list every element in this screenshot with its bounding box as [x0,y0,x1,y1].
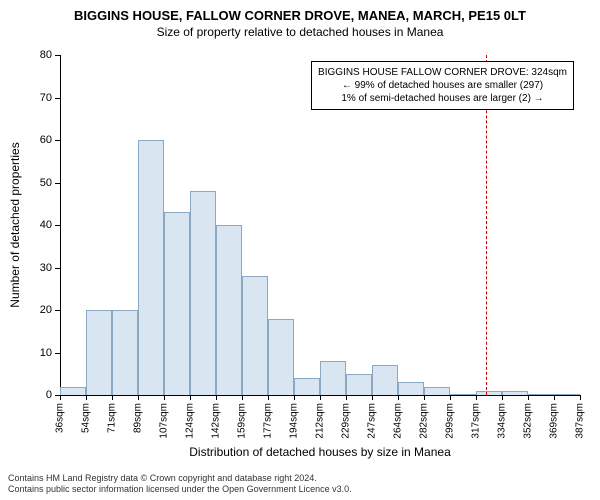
x-tick-mark [372,395,373,400]
histogram-bar [294,378,320,395]
x-tick-mark [398,395,399,400]
histogram-bar [372,365,398,395]
annotation-line3: 1% of semi-detached houses are larger (2… [318,92,567,105]
x-tick-mark [268,395,269,400]
x-tick-mark [112,395,113,400]
x-tick-label: 159sqm [237,403,248,439]
y-tick-label: 30 [12,262,52,274]
x-tick-label: 229sqm [341,403,352,439]
y-tick-label: 10 [12,347,52,359]
histogram-bar [86,310,112,395]
x-tick-label: 334sqm [497,403,508,439]
annotation-line2: ← 99% of detached houses are smaller (29… [318,79,567,92]
x-tick-mark [164,395,165,400]
y-tick-label: 60 [12,134,52,146]
histogram-bar [398,382,424,395]
histogram-bar [346,374,372,395]
x-tick-mark [294,395,295,400]
y-tick-label: 80 [12,49,52,61]
histogram-bar [112,310,138,395]
histogram-bar [138,140,164,395]
annotation-line1: BIGGINS HOUSE FALLOW CORNER DROVE: 324sq… [318,66,567,79]
x-tick-label: 352sqm [523,403,534,439]
footer-attribution: Contains HM Land Registry data © Crown c… [8,473,352,496]
chart-container: BIGGINS HOUSE, FALLOW CORNER DROVE, MANE… [0,0,600,500]
histogram-bar [164,212,190,395]
y-tick-label: 0 [12,389,52,401]
histogram-bar [424,387,450,396]
x-tick-label: 264sqm [393,403,404,439]
x-tick-mark [320,395,321,400]
x-tick-label: 124sqm [185,403,196,439]
x-axis-label: Distribution of detached houses by size … [60,445,580,459]
footer-line2: Contains public sector information licen… [8,484,352,496]
x-tick-label: 194sqm [289,403,300,439]
x-tick-mark [528,395,529,400]
y-axis: 01020304050607080 [0,55,60,395]
plot-area: BIGGINS HOUSE FALLOW CORNER DROVE: 324sq… [60,55,580,395]
histogram-bar [190,191,216,395]
x-tick-mark [190,395,191,400]
annotation-box: BIGGINS HOUSE FALLOW CORNER DROVE: 324sq… [311,61,574,110]
x-tick-mark [346,395,347,400]
x-tick-label: 387sqm [575,403,586,439]
x-tick-mark [502,395,503,400]
x-tick-label: 71sqm [107,403,118,433]
x-tick-label: 212sqm [315,403,326,439]
x-tick-label: 317sqm [471,403,482,439]
x-tick-mark [60,395,61,400]
chart-title-sub: Size of property relative to detached ho… [0,23,600,39]
x-tick-label: 36sqm [55,403,66,433]
histogram-bar [268,319,294,396]
histogram-bar [216,225,242,395]
x-tick-mark [554,395,555,400]
x-tick-label: 282sqm [419,403,430,439]
x-tick-label: 107sqm [159,403,170,439]
y-tick-label: 20 [12,304,52,316]
x-tick-label: 142sqm [211,403,222,439]
x-tick-label: 369sqm [549,403,560,439]
x-tick-mark [138,395,139,400]
x-tick-label: 89sqm [133,403,144,433]
x-tick-mark [450,395,451,400]
histogram-bar [320,361,346,395]
x-tick-mark [476,395,477,400]
x-tick-mark [242,395,243,400]
y-tick-label: 70 [12,92,52,104]
x-tick-mark [216,395,217,400]
histogram-bar [60,387,86,396]
x-tick-mark [580,395,581,400]
x-tick-label: 177sqm [263,403,274,439]
x-tick-mark [424,395,425,400]
histogram-bar [242,276,268,395]
chart-title-main: BIGGINS HOUSE, FALLOW CORNER DROVE, MANE… [0,0,600,23]
y-tick-label: 50 [12,177,52,189]
y-tick-label: 40 [12,219,52,231]
x-tick-label: 299sqm [445,403,456,439]
footer-line1: Contains HM Land Registry data © Crown c… [8,473,352,485]
x-tick-label: 54sqm [81,403,92,433]
x-tick-mark [86,395,87,400]
x-tick-label: 247sqm [367,403,378,439]
